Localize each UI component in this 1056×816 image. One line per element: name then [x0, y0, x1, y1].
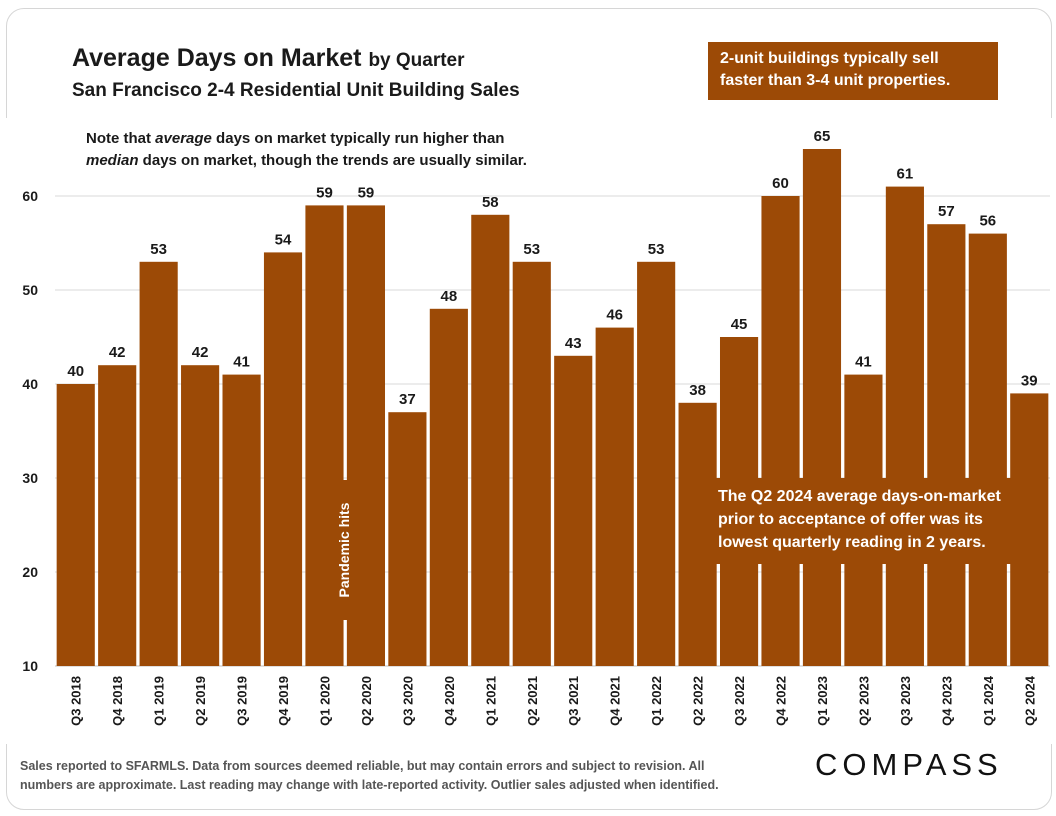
data-label: 61 — [897, 166, 914, 183]
data-label: 42 — [192, 344, 209, 361]
x-tick-label: Q4 2018 — [110, 676, 125, 726]
x-tick-label: Q2 2022 — [691, 676, 706, 726]
bars — [56, 149, 1049, 667]
y-tick-label: 10 — [22, 658, 38, 674]
note-average-word: average — [155, 130, 212, 147]
bar-q2-2019 — [181, 365, 220, 666]
data-label: 58 — [482, 194, 499, 211]
data-label: 54 — [275, 231, 292, 248]
x-tick-label: Q4 2019 — [276, 676, 291, 726]
callout-top-line1: 2-unit buildings typically sell — [720, 50, 939, 67]
bar-q1-2021 — [471, 214, 510, 667]
bar-q4-2020 — [429, 308, 468, 666]
callout-bottom: The Q2 2024 average days-on-market prior… — [708, 478, 1038, 564]
x-tick-label: Q3 2020 — [400, 676, 415, 726]
bar-q4-2019 — [263, 252, 303, 666]
bar-q1-2022 — [637, 261, 676, 666]
data-label: 42 — [109, 344, 126, 361]
x-tick-label: Q1 2019 — [152, 676, 167, 726]
y-axis: 10 20 30 40 50 60 — [22, 188, 38, 674]
y-tick-label: 50 — [22, 282, 38, 298]
data-label: 45 — [731, 316, 748, 333]
x-tick-label: Q3 2021 — [566, 676, 581, 726]
x-tick-label: Q2 2024 — [1022, 675, 1037, 726]
callout-bottom-line2: prior to acceptance of offer was its — [718, 511, 983, 528]
x-axis: Q3 2018 Q4 2018 Q1 2019 Q2 2019 Q3 2019 Q4 20… — [69, 675, 1038, 726]
chart-title-main: Average Days on Market — [72, 44, 362, 72]
bar-q4-2023 — [927, 224, 966, 666]
pandemic-annotation: Pandemic hits — [330, 480, 358, 620]
data-label: 41 — [233, 354, 250, 371]
x-tick-label: Q3 2018 — [69, 676, 84, 726]
x-tick-label: Q1 2022 — [649, 676, 664, 726]
data-label: 53 — [150, 241, 167, 258]
data-label: 60 — [772, 175, 789, 192]
footer-line2: numbers are approximate. Last reading ma… — [20, 778, 719, 792]
bar-q3-2021 — [554, 355, 593, 666]
footer-disclaimer: Sales reported to SFARMLS. Data from sou… — [20, 757, 790, 795]
data-label: 38 — [689, 382, 706, 399]
data-label: 59 — [316, 184, 333, 201]
data-label: 53 — [523, 241, 540, 258]
x-tick-label: Q4 2020 — [442, 676, 457, 726]
chart-title: Average Days on Market by Quarter — [72, 44, 465, 73]
data-label: 41 — [855, 354, 872, 371]
data-label: 37 — [399, 391, 416, 408]
x-tick-label: Q2 2021 — [525, 676, 540, 726]
x-tick-label: Q1 2024 — [981, 675, 996, 726]
bar-q3-2018 — [56, 384, 95, 666]
x-tick-label: Q1 2023 — [815, 676, 830, 726]
x-tick-label: Q1 2020 — [317, 676, 332, 726]
x-tick-label: Q4 2022 — [774, 676, 789, 726]
bar-q1-2019 — [139, 261, 178, 666]
bar-q3-2023 — [885, 186, 924, 666]
data-label: 39 — [1021, 372, 1038, 389]
data-labels: 40 42 53 42 41 54 59 59 37 48 58 53 43 46 53 38 45 60 65 41… — [67, 128, 1037, 408]
x-tick-label: Q2 2020 — [359, 676, 374, 726]
data-label: 53 — [648, 241, 665, 258]
note-median-word: median — [86, 152, 139, 169]
x-tick-label: Q3 2022 — [732, 676, 747, 726]
bar-q3-2019 — [222, 374, 261, 666]
x-tick-label: Q3 2019 — [235, 676, 250, 726]
bar-q4-2018 — [98, 365, 137, 666]
data-label: 48 — [441, 288, 458, 305]
callout-top-line2: faster than 3-4 unit properties. — [720, 72, 951, 89]
callout-bottom-line1: The Q2 2024 average days-on-market — [718, 488, 1001, 505]
compass-logo: COMPASS — [815, 747, 1003, 782]
footer-line1: Sales reported to SFARMLS. Data from sou… — [20, 759, 705, 773]
y-tick-label: 30 — [22, 470, 38, 486]
data-label: 56 — [979, 213, 996, 230]
x-tick-label: Q3 2023 — [898, 676, 913, 726]
y-tick-label: 60 — [22, 188, 38, 204]
y-tick-label: 20 — [22, 564, 38, 580]
x-tick-label: Q4 2023 — [939, 676, 954, 726]
chart-subtitle: San Francisco 2-4 Residential Unit Build… — [72, 80, 520, 101]
pandemic-label: Pandemic hits — [336, 502, 352, 598]
x-tick-label: Q1 2021 — [483, 676, 498, 726]
data-label: 43 — [565, 335, 582, 352]
callout-bottom-line3: lowest quarterly reading in 2 years. — [718, 534, 986, 551]
chart-title-suffix: by Quarter — [368, 50, 465, 71]
callout-top: 2-unit buildings typically sell faster t… — [708, 42, 998, 100]
y-tick-label: 40 — [22, 376, 38, 392]
data-label: 59 — [358, 184, 375, 201]
note-average-vs-median: Note that average days on market typical… — [86, 130, 527, 169]
data-label: 65 — [814, 128, 831, 145]
bar-q2-2021 — [512, 261, 551, 666]
x-tick-label: Q2 2023 — [856, 676, 871, 726]
bar-q4-2022 — [761, 196, 800, 666]
x-tick-label: Q2 2019 — [193, 676, 208, 726]
bar-q1-2024 — [968, 233, 1007, 666]
data-label: 46 — [606, 307, 623, 324]
bar-q1-2023 — [802, 149, 842, 666]
data-label: 57 — [938, 203, 955, 220]
bar-q3-2020 — [388, 412, 427, 666]
bar-q4-2021 — [595, 327, 634, 666]
x-tick-label: Q4 2021 — [608, 676, 623, 726]
data-label: 40 — [67, 363, 84, 380]
